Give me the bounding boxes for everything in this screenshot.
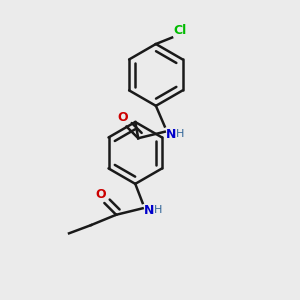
Text: O: O	[95, 188, 106, 201]
Text: O: O	[118, 111, 128, 124]
Text: Cl: Cl	[174, 24, 187, 37]
Text: H: H	[176, 128, 184, 139]
Text: N: N	[144, 205, 154, 218]
Text: H: H	[154, 205, 162, 215]
Text: N: N	[166, 128, 177, 141]
